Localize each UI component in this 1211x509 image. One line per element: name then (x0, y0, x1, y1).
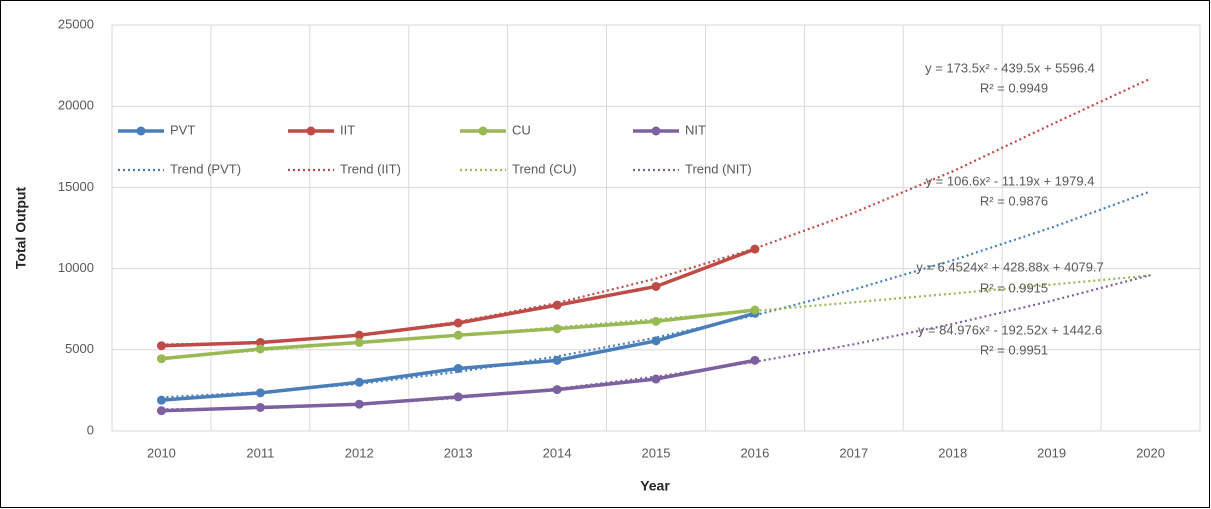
data-point (750, 355, 760, 365)
data-point (255, 344, 265, 354)
x-tick-label: 2016 (740, 445, 769, 460)
x-tick-label: 2013 (444, 445, 473, 460)
y-tick-label: 25000 (58, 16, 94, 31)
data-point (552, 385, 562, 395)
data-point (255, 337, 265, 347)
legend-label: Trend (PVT) (170, 161, 241, 176)
data-point (156, 406, 166, 416)
y-tick-label: 5000 (65, 341, 94, 356)
data-point (255, 402, 265, 412)
y-tick-label: 10000 (58, 260, 94, 275)
x-tick-label: 2010 (147, 445, 176, 460)
x-tick-label: 2020 (1136, 445, 1165, 460)
data-point (354, 399, 364, 409)
data-point (156, 341, 166, 351)
data-point (354, 330, 364, 340)
data-point (453, 363, 463, 373)
data-point (750, 305, 760, 315)
legend-marker (651, 126, 661, 136)
trend-r-squared: R² = 0.9951 (980, 342, 1048, 357)
legend-label: NIT (685, 122, 706, 137)
trend-equation: y = 6.4524x² + 428.88x + 4079.7 (916, 259, 1104, 274)
data-point (453, 392, 463, 402)
data-point (651, 316, 661, 326)
legend-label: CU (512, 122, 531, 137)
data-point (651, 374, 661, 384)
data-point (552, 300, 562, 310)
legend-label: Trend (NIT) (685, 161, 752, 176)
trend-r-squared: R² = 0.9915 (980, 280, 1048, 295)
legend-label: Trend (CU) (512, 161, 577, 176)
legend-label: PVT (170, 122, 195, 137)
data-point (552, 324, 562, 334)
data-point (651, 336, 661, 346)
trend-r-squared: R² = 0.9876 (980, 193, 1048, 208)
data-point (750, 244, 760, 254)
legend-label: IIT (340, 122, 355, 137)
legend-marker (136, 126, 146, 136)
x-tick-label: 2015 (642, 445, 671, 460)
trend-equation: y = 173.5x² - 439.5x + 5596.4 (925, 60, 1095, 75)
y-axis-title: Total Output (13, 187, 29, 269)
x-tick-label: 2011 (246, 445, 274, 460)
x-tick-label: 2018 (938, 445, 967, 460)
x-tick-label: 2012 (345, 445, 374, 460)
legend-marker (306, 126, 316, 136)
data-point (354, 377, 364, 387)
legend-label: Trend (IIT) (340, 161, 401, 176)
x-tick-label: 2019 (1037, 445, 1066, 460)
legend-marker (478, 126, 488, 136)
data-point (156, 354, 166, 364)
data-point (651, 281, 661, 291)
data-point (255, 388, 265, 398)
x-tick-label: 2017 (839, 445, 868, 460)
y-tick-label: 15000 (58, 179, 94, 194)
data-point (453, 318, 463, 328)
data-point (156, 395, 166, 405)
y-tick-label: 0 (87, 422, 94, 437)
trend-r-squared: R² = 0.9949 (980, 80, 1048, 95)
x-tick-label: 2014 (543, 445, 572, 460)
data-point (354, 337, 364, 347)
data-point (552, 355, 562, 365)
y-tick-label: 20000 (58, 98, 94, 113)
data-point (453, 330, 463, 340)
trend-equation: y = 106.6x² - 11.19x + 1979.4 (926, 173, 1095, 188)
trend-equation: y = 84.976x² - 192.52x + 1442.6 (918, 322, 1102, 337)
x-axis-title: Year (640, 478, 670, 494)
